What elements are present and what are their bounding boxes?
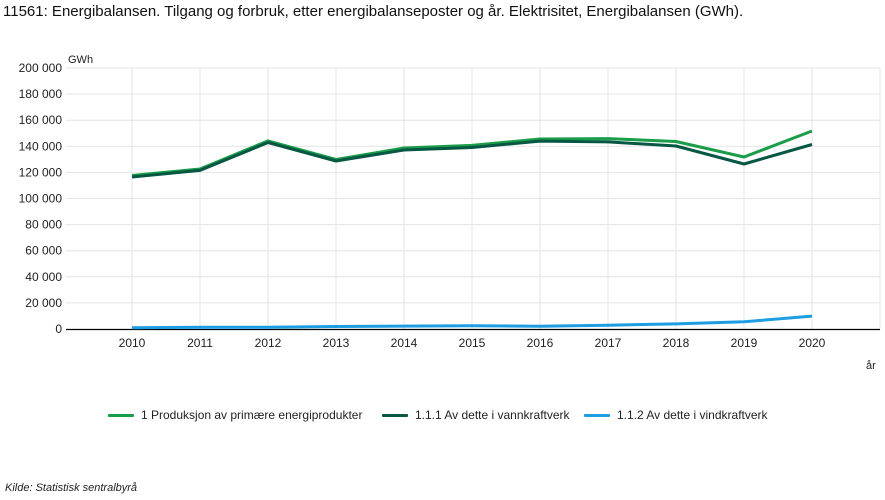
chart-title: 11561: Energibalansen. Tilgang og forbru… xyxy=(3,3,744,20)
source-credit: Kilde: Statistisk sentralbyrå xyxy=(5,482,138,494)
series-line-wind[interactable] xyxy=(131,314,813,330)
legend-item-wind[interactable]: 1.1.2 Av dette i vindkraftverk xyxy=(584,408,768,422)
legend: 1 Produksjon av primære energiprodukter … xyxy=(0,408,885,428)
y-tick-label: 100 000 xyxy=(19,192,63,206)
y-tick-label: 200 000 xyxy=(19,61,63,75)
legend-label: 1.1.1 Av dette i vannkraftverk xyxy=(415,408,570,422)
y-tick-label: 20 000 xyxy=(25,296,62,310)
x-tick-label: 2013 xyxy=(323,336,350,350)
line-chart: 0 20 000 40 000 60 000 80 000 100 000 120 000 1… xyxy=(19,54,881,372)
x-tick-label: 2018 xyxy=(663,336,690,350)
x-axis-ticks: 2010 2011 2012 2013 2014 2015 2016 2017 2018 2019… xyxy=(119,336,826,350)
y-tick-label: 40 000 xyxy=(25,270,62,284)
y-tick-label: 140 000 xyxy=(19,139,63,153)
x-tick-label: 2016 xyxy=(527,336,554,350)
y-tick-label: 160 000 xyxy=(19,113,63,127)
x-tick-label: 2020 xyxy=(799,336,826,350)
y-tick-label: 180 000 xyxy=(19,87,63,101)
legend-item-production[interactable]: 1 Produksjon av primære energiprodukter xyxy=(108,408,362,422)
legend-label: 1 Produksjon av primære energiprodukter xyxy=(141,408,363,422)
gridlines xyxy=(66,67,881,329)
legend-item-hydro[interactable]: 1.1.1 Av dette i vannkraftverk xyxy=(382,408,570,422)
y-tick-label: 60 000 xyxy=(25,244,62,258)
legend-swatch-production xyxy=(108,413,134,417)
legend-swatch-wind xyxy=(584,413,610,417)
x-tick-label: 2010 xyxy=(119,336,146,350)
y-tick-label: 80 000 xyxy=(25,218,62,232)
x-tick-label: 2019 xyxy=(731,336,758,350)
series-lines xyxy=(131,129,813,330)
x-tick-label: 2015 xyxy=(459,336,486,350)
legend-label: 1.1.2 Av dette i vindkraftverk xyxy=(617,408,768,422)
series-line-hydro[interactable] xyxy=(131,139,813,179)
y-axis-label: GWh xyxy=(68,54,93,66)
x-tick-label: 2017 xyxy=(595,336,622,350)
x-tick-label: 2014 xyxy=(391,336,418,350)
y-tick-label: 0 xyxy=(55,322,62,336)
x-tick-label: 2012 xyxy=(255,336,282,350)
legend-swatch-hydro xyxy=(382,413,408,417)
y-tick-label: 120 000 xyxy=(19,165,63,179)
y-axis-ticks: 0 20 000 40 000 60 000 80 000 100 000 120 000 1… xyxy=(19,61,63,336)
x-tick-label: 2011 xyxy=(187,336,213,350)
x-axis-label: år xyxy=(866,360,876,372)
